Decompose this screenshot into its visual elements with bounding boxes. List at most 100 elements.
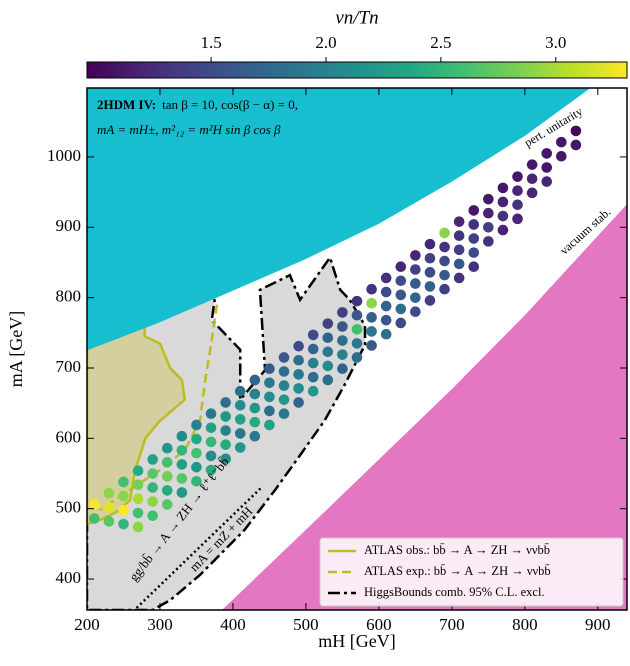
x-tick-label: 400 xyxy=(220,615,246,634)
x-axis-label: mH [GeV] xyxy=(318,631,395,651)
scan-point xyxy=(366,297,377,309)
constraint-region xyxy=(222,204,627,610)
scan-point xyxy=(337,307,348,318)
scan-point xyxy=(88,513,100,524)
x-tick-label: 300 xyxy=(147,615,173,634)
scan-point xyxy=(453,230,465,242)
scan-point xyxy=(191,419,202,431)
scan-point xyxy=(439,255,450,267)
scan-point xyxy=(278,408,290,420)
scan-point xyxy=(424,295,436,306)
scan-point xyxy=(132,465,144,477)
scan-point xyxy=(161,471,173,482)
scan-point xyxy=(234,385,246,397)
scan-point xyxy=(570,125,582,137)
scan-point xyxy=(307,329,319,341)
scan-point xyxy=(483,207,494,219)
scan-point xyxy=(132,479,144,491)
scan-point xyxy=(337,321,348,332)
scan-point xyxy=(439,241,450,253)
scan-point xyxy=(424,281,436,292)
annotation-text: tan β = 10, cos(β − α) = 0, xyxy=(162,97,298,112)
scan-point xyxy=(103,516,115,527)
scan-point xyxy=(453,216,465,227)
scan-point xyxy=(322,346,334,358)
scan-point xyxy=(483,236,494,247)
scan-point xyxy=(176,459,188,470)
scan-point xyxy=(147,482,158,493)
scan-point xyxy=(512,185,523,197)
legend-label: HiggsBounds comb. 95% C.L. excl. xyxy=(364,585,545,599)
scan-point xyxy=(424,252,436,264)
colorbar-tick-label: 1.5 xyxy=(200,33,221,52)
scan-point xyxy=(512,213,523,225)
y-tick-label: 400 xyxy=(56,568,82,587)
scan-point xyxy=(366,312,377,323)
scan-point xyxy=(395,261,407,272)
scan-point xyxy=(176,487,188,498)
x-tick-label: 200 xyxy=(74,615,100,634)
scan-point xyxy=(118,504,129,516)
scan-point xyxy=(483,221,494,233)
scan-point xyxy=(366,283,377,295)
scan-point xyxy=(497,196,509,208)
scan-point xyxy=(264,363,275,374)
scan-point xyxy=(307,371,319,383)
scan-point xyxy=(337,349,348,360)
scan-point xyxy=(176,473,188,484)
scan-point xyxy=(439,269,450,281)
scan-point xyxy=(410,306,421,318)
x-tick-label: 600 xyxy=(366,615,392,634)
plot-area xyxy=(87,88,627,610)
colorbar-tick-label: 2.5 xyxy=(430,33,451,52)
scan-point xyxy=(424,267,436,278)
scan-point xyxy=(526,187,538,199)
scan-point xyxy=(541,162,553,173)
scan-point xyxy=(293,354,304,366)
scan-point xyxy=(424,238,436,250)
scan-point xyxy=(161,442,173,454)
scan-point xyxy=(176,430,188,442)
scan-point xyxy=(147,454,158,465)
scan-point xyxy=(264,377,275,389)
scan-point xyxy=(191,475,202,487)
scan-point xyxy=(512,171,523,182)
scan-point xyxy=(234,399,246,411)
scan-point xyxy=(366,340,377,351)
scan-point xyxy=(395,289,407,301)
scan-point xyxy=(293,340,304,352)
scan-point xyxy=(278,394,290,405)
scan-point xyxy=(132,521,144,533)
x-tick-label: 700 xyxy=(439,615,465,634)
scan-point xyxy=(322,374,334,386)
scan-point xyxy=(526,159,538,170)
annotation: 2HDM IV: tan β = 10, cos(β − α) = 0, xyxy=(97,97,298,112)
scan-point xyxy=(380,286,392,298)
scan-point xyxy=(556,150,567,162)
scan-point xyxy=(468,261,480,272)
scan-point xyxy=(264,391,275,403)
scan-point xyxy=(453,244,465,256)
scan-point xyxy=(351,295,363,307)
y-tick-label: 600 xyxy=(56,427,82,446)
scan-point xyxy=(395,275,407,287)
scan-point xyxy=(541,148,553,159)
scan-point xyxy=(410,278,421,289)
scan-point xyxy=(351,352,363,363)
scan-point xyxy=(220,453,231,465)
scan-point xyxy=(351,324,363,335)
scan-point xyxy=(147,510,158,522)
annotation-label: 2HDM IV: xyxy=(97,97,156,112)
scan-point xyxy=(278,380,290,391)
scan-point xyxy=(278,366,290,377)
scan-point xyxy=(570,139,582,151)
scan-point xyxy=(220,411,231,422)
colorbar-tick-label: 2.0 xyxy=(315,33,336,52)
scan-point xyxy=(380,272,392,284)
annotation-text: mA = mH±, m²₁₂ = m²H sin β cos β xyxy=(97,122,281,137)
scan-point xyxy=(307,385,319,397)
colorbar-label: vn/Tn xyxy=(335,7,378,28)
scan-point xyxy=(322,318,334,329)
scan-point xyxy=(468,219,480,230)
scan-point xyxy=(249,416,261,428)
